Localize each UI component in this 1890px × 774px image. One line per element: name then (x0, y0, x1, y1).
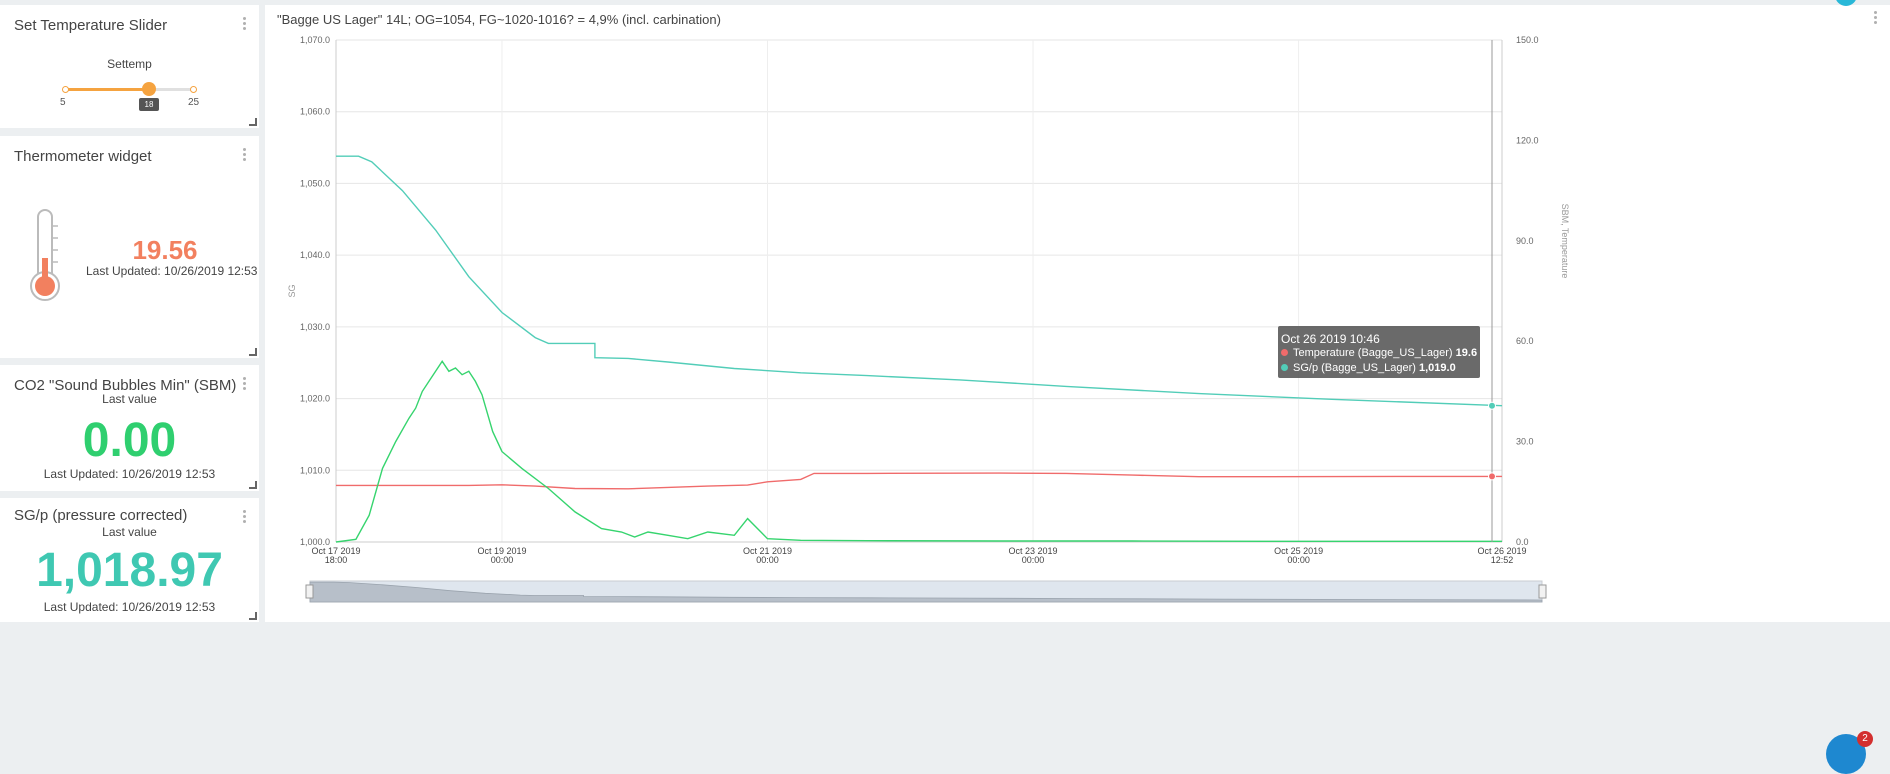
tooltip-row-sg: SG/p (Bagge_US_Lager) 1,019.0 (1281, 362, 1456, 374)
slider-handle[interactable] (142, 82, 156, 96)
slider-max-dot (190, 86, 197, 93)
series-line (336, 472, 1502, 490)
navigator-handle-left[interactable] (305, 584, 314, 599)
slider-label: Settemp (107, 57, 152, 71)
x-tick-time: 00:00 (1022, 555, 1045, 565)
co2-card: CO2 "Sound Bubbles Min" (SBM) Last value… (0, 365, 259, 491)
x-tick-time: 12:52 (1491, 555, 1514, 565)
co2-subtitle: Last value (102, 392, 157, 406)
y-right-tick-label: 0.0 (1516, 537, 1529, 547)
chart-series (335, 40, 1503, 543)
sg-card: SG/p (pressure corrected) Last value 1,0… (0, 498, 259, 622)
y-left-tick-label: 1,030.0 (300, 322, 330, 332)
tooltip-dot-temperature (1281, 349, 1288, 356)
slider-min-dot (62, 86, 69, 93)
sg-card-resize-handle[interactable] (249, 612, 257, 620)
thermometer-card-menu-icon[interactable] (243, 148, 247, 162)
chart-card: "Bagge US Lager" 14L; OG=1054, FG~1020-1… (265, 5, 1890, 622)
slider-max-label: 25 (188, 97, 200, 108)
sg-card-menu-icon[interactable] (243, 510, 247, 524)
thermometer-card: Thermometer widget 19.56 Last Updated: 1… (0, 136, 259, 358)
top-right-action-button[interactable] (1835, 0, 1857, 6)
thermometer-value: 19.56 (132, 235, 198, 265)
slider-card-menu-icon[interactable] (243, 17, 247, 31)
navigator-series (309, 581, 1543, 603)
co2-card-menu-icon[interactable] (243, 377, 247, 391)
x-tick-date: Oct 19 2019 (477, 546, 526, 556)
sg-card-title: SG/p (pressure corrected) (14, 507, 188, 524)
slider-fill (65, 88, 149, 91)
y-left-tick-label: 1,010.0 (300, 465, 330, 475)
slider-value-badge: 18 (139, 98, 159, 111)
co2-updated: Last Updated: 10/26/2019 12:53 (43, 467, 216, 481)
x-tick-time: 18:00 (325, 555, 348, 565)
sg-updated: Last Updated: 10/26/2019 12:53 (43, 600, 216, 614)
x-tick-date: Oct 21 2019 (743, 546, 792, 556)
tooltip-row-temperature: Temperature (Bagge_US_Lager) 19.6 (1281, 347, 1477, 359)
y-right-tick-label: 30.0 (1516, 437, 1534, 447)
y-left-axis-title: SG (287, 284, 297, 297)
series-line (336, 155, 1503, 407)
thermometer-card-title: Thermometer widget (14, 148, 152, 165)
co2-value: 0.00 (82, 414, 177, 467)
x-tick-date: Oct 26 2019 (1477, 546, 1526, 556)
x-tick-date: Oct 23 2019 (1009, 546, 1058, 556)
slider-min-label: 5 (60, 97, 66, 108)
y-right-tick-label: 90.0 (1516, 236, 1534, 246)
sg-value: 1,018.97 (36, 544, 223, 597)
x-tick-date: Oct 25 2019 (1274, 546, 1323, 556)
tooltip-value-temperature: 19.6 (1455, 347, 1478, 359)
notification-count-badge: 2 (1857, 731, 1873, 747)
chart-tooltip: Oct 26 2019 10:46 Temperature (Bagge_US_… (1278, 326, 1480, 378)
tooltip-time: Oct 26 2019 10:46 (1281, 332, 1380, 346)
tooltip-dot-sg (1281, 364, 1288, 371)
y-right-tick-label: 150.0 (1516, 35, 1539, 45)
chart-title: "Bagge US Lager" 14L; OG=1054, FG~1020-1… (277, 12, 721, 27)
y-left-tick-label: 1,050.0 (300, 178, 330, 188)
tooltip-value-sg: 1,019.0 (1418, 362, 1456, 374)
slider-card-title: Set Temperature Slider (14, 17, 168, 34)
hover-marker-sg (1488, 401, 1496, 410)
y-axis-left: 1,000.0 1,010.0 1,020.0 1,030.0 1,040.0 1,050… (287, 35, 337, 547)
slider-card-resize-handle[interactable] (249, 118, 257, 126)
x-tick-time: 00:00 (491, 555, 514, 565)
series-line (335, 360, 1502, 543)
co2-card-resize-handle[interactable] (249, 481, 257, 489)
y-left-tick-label: 1,070.0 (300, 35, 330, 45)
y-left-tick-label: 1,060.0 (300, 107, 330, 117)
x-tick-date: Oct 17 2019 (311, 546, 360, 556)
navigator-handle-right[interactable] (1538, 584, 1547, 599)
y-left-tick-label: 1,020.0 (300, 394, 330, 404)
y-right-tick-label: 60.0 (1516, 336, 1534, 346)
slider-card: Set Temperature Slider Settemp 5 25 18 (0, 5, 259, 128)
y-axis-right: 0.0 30.0 60.0 90.0 120.0 150.0 SBM, Temperatur… (1501, 35, 1570, 547)
temperature-slider[interactable] (62, 82, 197, 96)
y-right-axis-title: SBM, Temperature (1560, 204, 1570, 279)
thermometer-card-resize-handle[interactable] (249, 348, 257, 356)
co2-card-title: CO2 "Sound Bubbles Min" (SBM) (14, 377, 237, 394)
hover-marker-temperature (1488, 472, 1496, 481)
tooltip-label-sg: SG/p (Bagge_US_Lager) (1293, 362, 1416, 374)
y-left-tick-label: 1,000.0 (300, 537, 330, 547)
sg-subtitle: Last value (102, 525, 157, 539)
y-right-tick-label: 120.0 (1516, 135, 1539, 145)
thermometer-updated: Last Updated: 10/26/2019 12:53 (86, 264, 258, 278)
chart-card-menu-icon[interactable] (1874, 11, 1878, 25)
y-left-tick-label: 1,040.0 (300, 250, 330, 260)
line-chart[interactable]: 1,000.0 1,010.0 1,020.0 1,030.0 1,040.0 1,050… (265, 5, 1890, 622)
tooltip-label-temperature: Temperature (Bagge_US_Lager) (1293, 347, 1453, 359)
range-navigator (305, 580, 1547, 603)
thermometer-icon (30, 209, 60, 301)
x-tick-time: 00:00 (1287, 555, 1310, 565)
x-tick-time: 00:00 (756, 555, 779, 565)
chart-grid (336, 39, 1502, 543)
